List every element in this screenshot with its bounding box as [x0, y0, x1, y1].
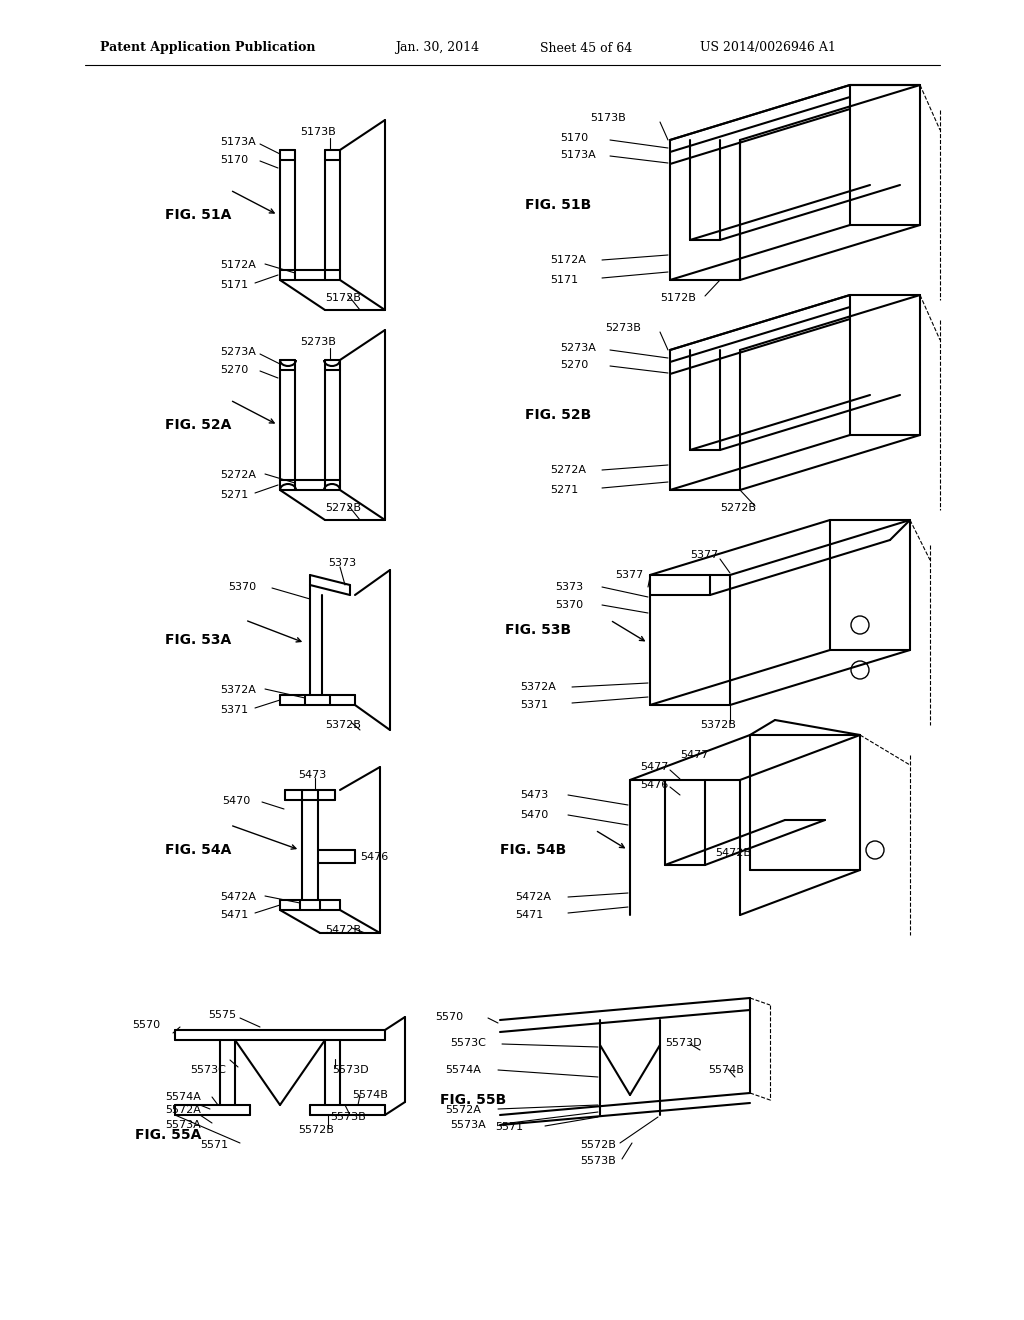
Text: 5476: 5476 [640, 780, 669, 789]
Text: 5573D: 5573D [332, 1065, 369, 1074]
Text: 5472A: 5472A [515, 892, 551, 902]
Text: 5473: 5473 [298, 770, 327, 780]
Text: FIG. 51B: FIG. 51B [525, 198, 591, 213]
Text: 5171: 5171 [550, 275, 579, 285]
Text: 5172B: 5172B [660, 293, 696, 304]
Text: 5372B: 5372B [325, 719, 360, 730]
Text: 5172A: 5172A [550, 255, 586, 265]
Text: 5371: 5371 [520, 700, 548, 710]
Text: 5473: 5473 [520, 789, 548, 800]
Text: 5173A: 5173A [220, 137, 256, 147]
Text: 5270: 5270 [560, 360, 588, 370]
Text: 5570: 5570 [435, 1012, 463, 1022]
Text: FIG. 53B: FIG. 53B [505, 623, 571, 638]
Text: Patent Application Publication: Patent Application Publication [100, 41, 315, 54]
Text: 5372B: 5372B [700, 719, 736, 730]
Text: Jan. 30, 2014: Jan. 30, 2014 [395, 41, 479, 54]
Text: 5270: 5270 [220, 366, 248, 375]
Text: 5271: 5271 [550, 484, 579, 495]
Text: 5272A: 5272A [550, 465, 586, 475]
Text: 5172A: 5172A [220, 260, 256, 271]
Text: 5574B: 5574B [352, 1090, 388, 1100]
Text: 5573B: 5573B [580, 1156, 615, 1166]
Text: 5377: 5377 [615, 570, 643, 579]
Text: 5575: 5575 [208, 1010, 237, 1020]
Text: 5173A: 5173A [560, 150, 596, 160]
Text: 5471: 5471 [515, 909, 544, 920]
Text: 5571: 5571 [200, 1140, 228, 1150]
Text: 5477: 5477 [640, 762, 669, 772]
Text: 5572A: 5572A [165, 1105, 201, 1115]
Text: 5573A: 5573A [450, 1119, 485, 1130]
Text: FIG. 52B: FIG. 52B [525, 408, 591, 422]
Text: 5471: 5471 [220, 909, 248, 920]
Text: 5570: 5570 [132, 1020, 160, 1030]
Text: 5574B: 5574B [708, 1065, 743, 1074]
Text: 5370: 5370 [228, 582, 256, 591]
Text: 5172B: 5172B [325, 293, 360, 304]
Text: 5273A: 5273A [560, 343, 596, 352]
Text: 5572B: 5572B [580, 1140, 615, 1150]
Text: 5273B: 5273B [605, 323, 641, 333]
Text: Sheet 45 of 64: Sheet 45 of 64 [540, 41, 632, 54]
Text: 5173B: 5173B [590, 114, 626, 123]
Text: 5170: 5170 [220, 154, 248, 165]
Text: 5372A: 5372A [220, 685, 256, 696]
Text: 5476: 5476 [360, 851, 388, 862]
Text: FIG. 54A: FIG. 54A [165, 843, 231, 857]
Text: FIG. 54B: FIG. 54B [500, 843, 566, 857]
Text: 5272B: 5272B [325, 503, 361, 513]
Text: 5273B: 5273B [300, 337, 336, 347]
Text: 5171: 5171 [220, 280, 248, 290]
Text: 5372A: 5372A [520, 682, 556, 692]
Text: 5373: 5373 [328, 558, 356, 568]
Text: 5573A: 5573A [165, 1119, 201, 1130]
Text: 5472B: 5472B [715, 847, 751, 858]
Text: 5571: 5571 [495, 1122, 523, 1133]
Text: 5573B: 5573B [330, 1111, 366, 1122]
Text: 5272A: 5272A [220, 470, 256, 480]
Text: 5470: 5470 [222, 796, 250, 807]
Text: 5573C: 5573C [190, 1065, 226, 1074]
Text: FIG. 55A: FIG. 55A [135, 1129, 202, 1142]
Text: 5470: 5470 [520, 810, 548, 820]
Text: US 2014/0026946 A1: US 2014/0026946 A1 [700, 41, 836, 54]
Text: 5573D: 5573D [665, 1038, 701, 1048]
Text: 5272B: 5272B [720, 503, 756, 513]
Text: 5170: 5170 [560, 133, 588, 143]
Text: 5572A: 5572A [445, 1105, 481, 1115]
Text: 5574A: 5574A [445, 1065, 481, 1074]
Text: 5370: 5370 [555, 601, 583, 610]
Text: 5377: 5377 [690, 550, 718, 560]
Text: FIG. 55B: FIG. 55B [440, 1093, 506, 1107]
Text: 5472B: 5472B [325, 925, 361, 935]
Text: 5373: 5373 [555, 582, 583, 591]
Text: 5574A: 5574A [165, 1092, 201, 1102]
Text: 5573C: 5573C [450, 1038, 485, 1048]
Text: FIG. 51A: FIG. 51A [165, 209, 231, 222]
Text: 5477: 5477 [680, 750, 709, 760]
Text: 5173B: 5173B [300, 127, 336, 137]
Text: 5472A: 5472A [220, 892, 256, 902]
Text: FIG. 53A: FIG. 53A [165, 634, 231, 647]
Text: 5271: 5271 [220, 490, 248, 500]
Text: 5273A: 5273A [220, 347, 256, 356]
Text: 5371: 5371 [220, 705, 248, 715]
Text: FIG. 52A: FIG. 52A [165, 418, 231, 432]
Text: 5572B: 5572B [298, 1125, 334, 1135]
